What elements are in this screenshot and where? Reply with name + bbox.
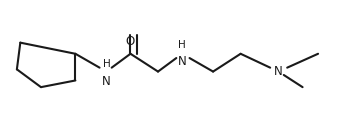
Text: N: N (102, 74, 111, 87)
Text: N: N (178, 54, 186, 67)
Text: H: H (102, 59, 110, 69)
Text: H: H (178, 40, 186, 50)
Text: O: O (126, 34, 135, 47)
Text: N: N (274, 64, 283, 77)
